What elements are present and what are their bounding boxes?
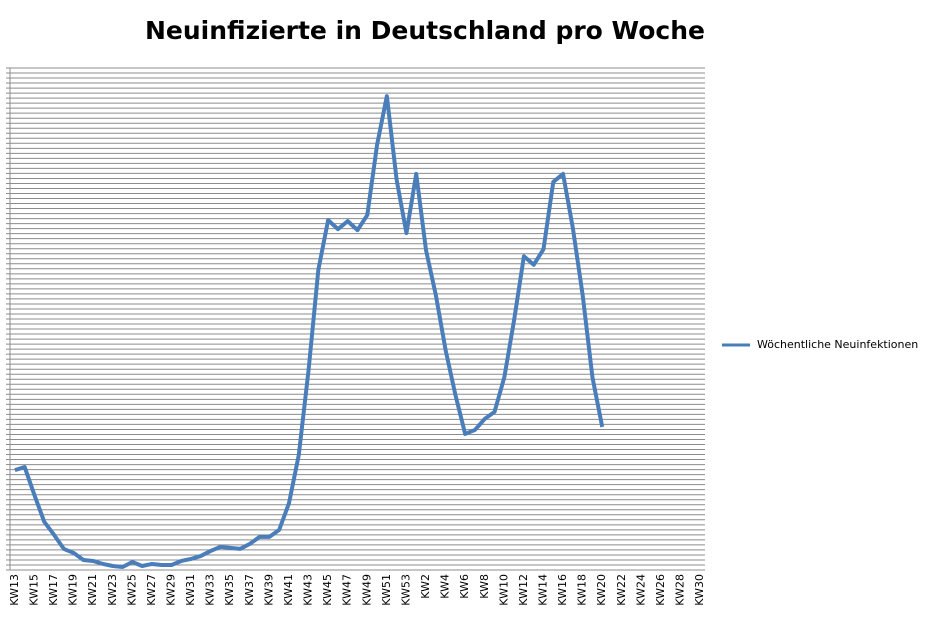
x-tick-label: KW31 [184,574,197,606]
x-tick-label: KW24 [634,574,647,606]
chart-title: Neuinfizierte in Deutschland pro Woche [145,16,705,45]
x-tick-label: KW20 [595,574,608,606]
x-tick-label: KW4 [439,574,452,599]
legend-label: Wöchentliche Neuinfektionen [757,338,918,351]
x-tick-label: KW18 [576,574,589,606]
x-tick-label: KW35 [223,574,236,606]
x-tick-label: KW12 [517,574,530,606]
x-tick-label: KW43 [302,574,315,606]
x-tick-label: KW22 [615,574,628,606]
x-tick-label: KW30 [693,574,706,606]
x-tick-label: KW14 [536,574,549,606]
x-tick-label: KW10 [497,574,510,606]
x-tick-label: KW29 [165,574,178,606]
x-tick-label: KW53 [399,574,412,606]
x-tick-label: KW47 [341,574,354,606]
x-tick-label: KW6 [458,574,471,599]
x-tick-label: KW25 [125,574,138,606]
x-tick-label: KW33 [204,574,217,606]
x-tick-label: KW17 [47,574,60,606]
x-tick-label: KW15 [27,574,40,606]
x-tick-label: KW26 [654,574,667,606]
x-tick-label: KW16 [556,574,569,606]
x-tick-label: KW2 [419,574,432,599]
x-tick-label: KW13 [8,574,21,606]
x-tick-label: KW28 [674,574,687,606]
x-tick-label: KW45 [321,574,334,606]
x-tick-label: KW37 [243,574,256,606]
x-tick-label: KW41 [282,574,295,606]
x-tick-label: KW27 [145,574,158,606]
x-tick-label: KW39 [262,574,275,606]
x-tick-label: KW19 [67,574,80,606]
x-tick-label: KW49 [360,574,373,606]
data-line [14,94,605,569]
x-tick-label: KW21 [86,574,99,606]
x-tick-label: KW51 [380,574,393,606]
x-tick-label: KW23 [106,574,119,606]
x-tick-label: KW8 [478,574,491,599]
